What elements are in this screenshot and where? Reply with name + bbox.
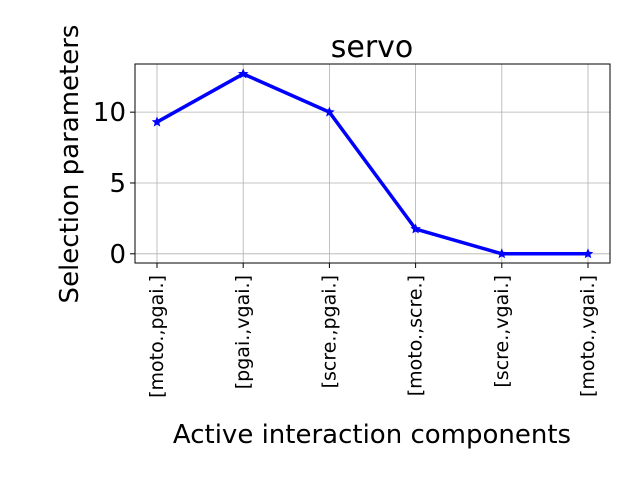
data-point-marker (496, 248, 508, 259)
x-axis-label: Active interaction components (173, 420, 571, 450)
y-tick-label: 5 (109, 169, 126, 199)
plot-frame (134, 63, 611, 264)
x-tick-label: [moto.,scre.] (405, 275, 427, 396)
data-point-marker (410, 223, 421, 234)
x-tick-label: [scre.,vgai.] (491, 275, 513, 388)
grid (135, 64, 610, 263)
series-layer (151, 68, 594, 259)
data-point-marker (582, 248, 594, 259)
chart-title: servo (331, 30, 414, 65)
y-tick-label: 10 (93, 98, 126, 128)
y-axis-ticks: 0 5 10 (93, 98, 135, 270)
x-tick-label: [scre.,pgai.] (318, 275, 340, 388)
data-point-marker (237, 68, 249, 79)
x-axis-ticks: [moto.,pgai.] [pgai.,vgai.] [scre.,pgai.] [… (146, 263, 599, 398)
series-line (155, 72, 590, 256)
data-point-marker (151, 116, 163, 127)
data-point-marker (324, 106, 335, 117)
y-axis-label: Selection parameters (55, 25, 85, 304)
y-tick-label: 0 (109, 240, 126, 270)
x-tick-label: [moto.,pgai.] (146, 275, 168, 398)
x-tick-label: [moto.,vgai.] (577, 275, 599, 397)
x-tick-label: [pgai.,vgai.] (232, 275, 254, 389)
